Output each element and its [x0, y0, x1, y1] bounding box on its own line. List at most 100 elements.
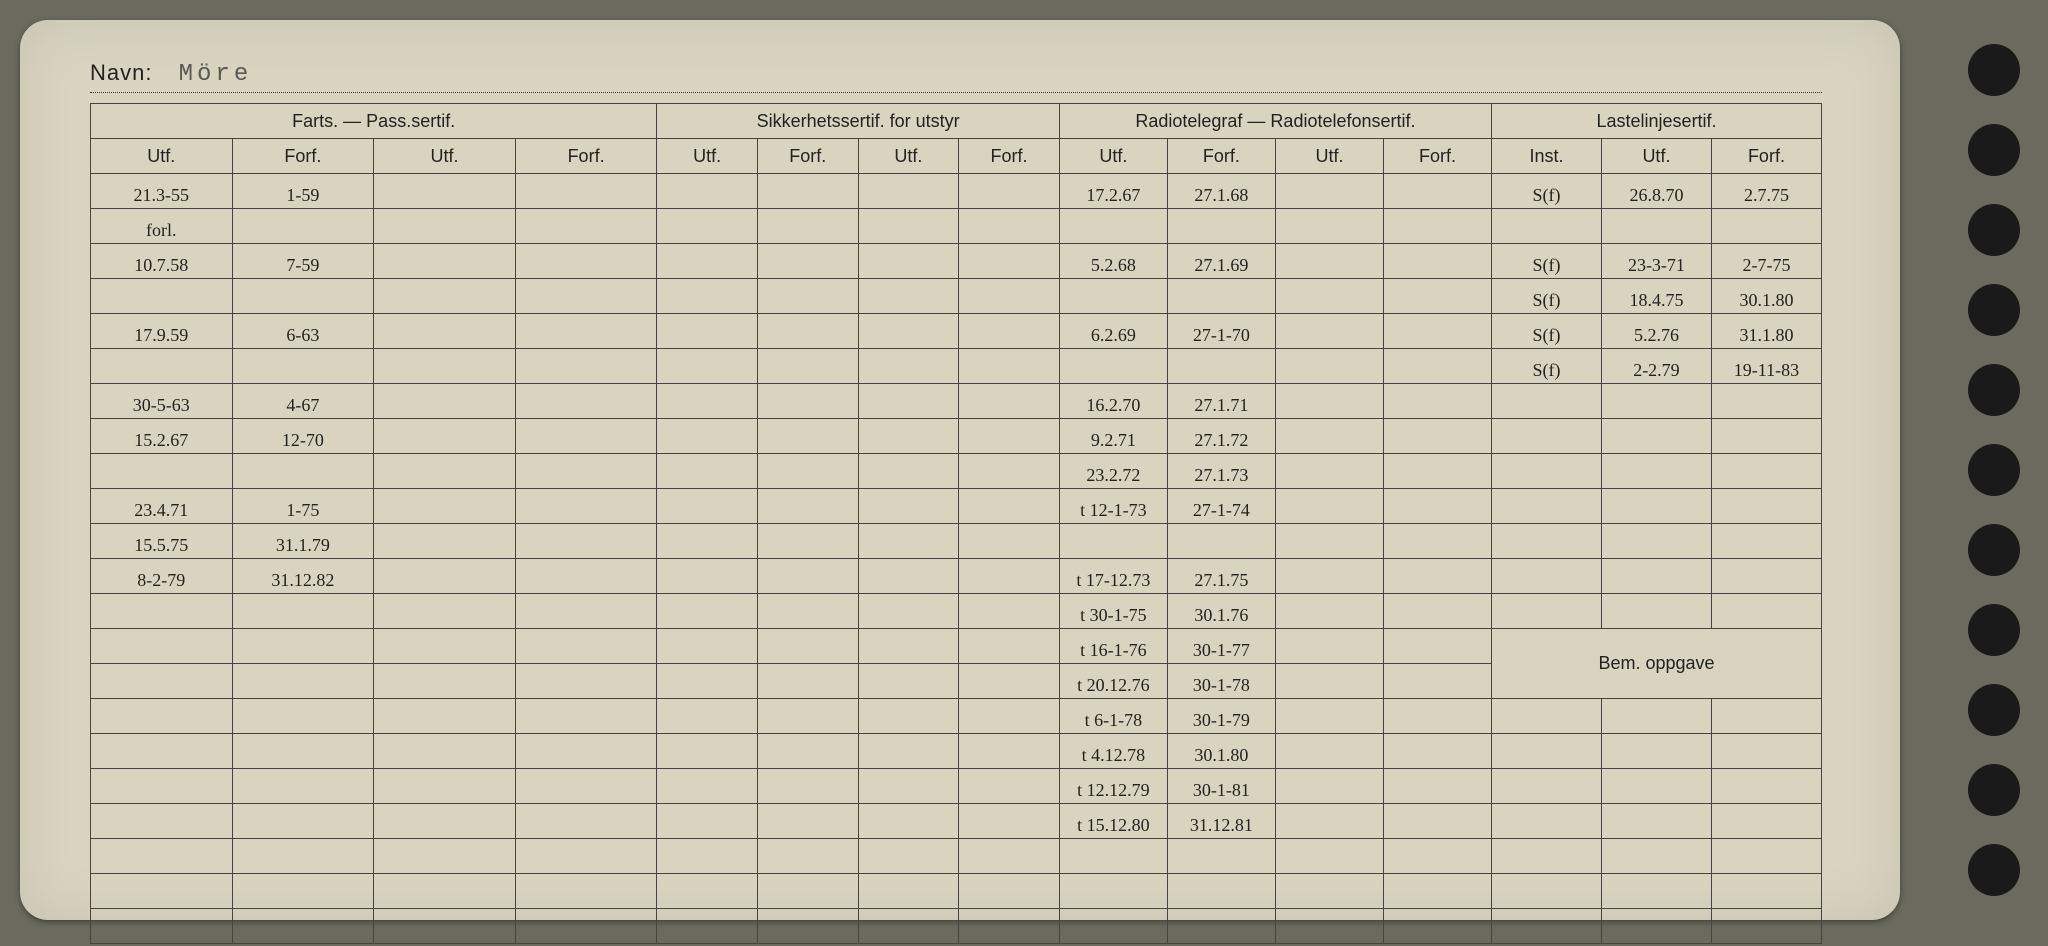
cell: 31.1.80 [1711, 314, 1821, 349]
cell [1601, 419, 1711, 454]
cell [1384, 839, 1492, 874]
cell: 27-1-74 [1167, 489, 1275, 524]
table-row: 23.4.711-75t 12-1-7327-1-74 [91, 489, 1822, 524]
cell [374, 909, 516, 944]
ledger-table: Farts. — Pass.sertif. Sikkerhetssertif. … [90, 103, 1822, 944]
cell [1601, 909, 1711, 944]
navn-value: Möre [179, 61, 253, 88]
cell [657, 839, 758, 874]
cell [1384, 594, 1492, 629]
sub-forf: Forf. [1711, 139, 1821, 174]
cell [757, 244, 858, 279]
cell [657, 664, 758, 699]
cell [959, 699, 1060, 734]
cell: 31.12.81 [1167, 804, 1275, 839]
cell [757, 629, 858, 664]
cell: 17.9.59 [91, 314, 233, 349]
cell [959, 419, 1060, 454]
table-row: forl. [91, 209, 1822, 244]
cell: 30-1-79 [1167, 699, 1275, 734]
cell [657, 804, 758, 839]
cell [1384, 629, 1492, 664]
cell [91, 874, 233, 909]
cell [757, 734, 858, 769]
cell [1492, 594, 1602, 629]
cell [1167, 839, 1275, 874]
cell [1492, 419, 1602, 454]
cell [515, 524, 657, 559]
cell [657, 909, 758, 944]
binder-holes [1938, 30, 2038, 910]
cell [374, 664, 516, 699]
hdr-last: Lastelinjesertif. [1492, 104, 1822, 139]
cell [1492, 804, 1602, 839]
binder-hole [1968, 844, 2020, 896]
cell [232, 209, 374, 244]
cell [657, 874, 758, 909]
hdr-sikkerhet-label: Sikkerhetssertif. for utstyr [757, 111, 960, 131]
cell [1601, 839, 1711, 874]
cell [1059, 279, 1167, 314]
sub-utf: Utf. [91, 139, 233, 174]
cell [858, 629, 959, 664]
cell [1601, 489, 1711, 524]
cell [1275, 419, 1383, 454]
cell [1711, 524, 1821, 559]
table-row: 10.7.587-595.2.6827.1.69S(f)23-3-712-7-7… [91, 244, 1822, 279]
cell [1492, 384, 1602, 419]
cell [1384, 314, 1492, 349]
cell [1711, 419, 1821, 454]
cell: S(f) [1492, 174, 1602, 209]
cell [374, 629, 516, 664]
cell [1601, 769, 1711, 804]
cell: 31.1.79 [232, 524, 374, 559]
cell [757, 769, 858, 804]
sub-forf: Forf. [515, 139, 657, 174]
hdr-radio-label: Radiotelegraf — Radiotelefonsertif. [1135, 111, 1415, 131]
cell [91, 839, 233, 874]
cell [1275, 629, 1383, 664]
cell: 6-63 [232, 314, 374, 349]
cell [1275, 769, 1383, 804]
cell [1384, 699, 1492, 734]
cell [1492, 454, 1602, 489]
cell [515, 734, 657, 769]
cell [515, 909, 657, 944]
table-row: t 30-1-7530.1.76 [91, 594, 1822, 629]
cell [1384, 524, 1492, 559]
cell [858, 839, 959, 874]
cell [515, 209, 657, 244]
hdr-farts: Farts. — Pass.sertif. [91, 104, 657, 139]
cell: 8-2-79 [91, 559, 233, 594]
cell [959, 629, 1060, 664]
cell [1711, 454, 1821, 489]
cell [1601, 804, 1711, 839]
cell [515, 314, 657, 349]
cell [1384, 209, 1492, 244]
cell [232, 734, 374, 769]
cell [858, 349, 959, 384]
cell [757, 699, 858, 734]
cell [1711, 489, 1821, 524]
cell: 2.7.75 [1711, 174, 1821, 209]
table-row: 17.9.596-636.2.6927-1-70S(f)5.2.7631.1.8… [91, 314, 1822, 349]
cell [91, 349, 233, 384]
cell [1384, 174, 1492, 209]
cell [1059, 524, 1167, 559]
table-row: 8-2-7931.12.82t 17-12.7327.1.75 [91, 559, 1822, 594]
cell: 27.1.69 [1167, 244, 1275, 279]
cell [515, 629, 657, 664]
cell [858, 244, 959, 279]
cell: S(f) [1492, 279, 1602, 314]
cell [858, 489, 959, 524]
cell: 27.1.71 [1167, 384, 1275, 419]
cell [657, 489, 758, 524]
cell: S(f) [1492, 349, 1602, 384]
sub-utf: Utf. [1601, 139, 1711, 174]
cell: 30.1.80 [1167, 734, 1275, 769]
cell [1275, 489, 1383, 524]
cell [515, 874, 657, 909]
cell [1275, 524, 1383, 559]
cell [657, 734, 758, 769]
table-row: t 12.12.7930-1-81 [91, 769, 1822, 804]
